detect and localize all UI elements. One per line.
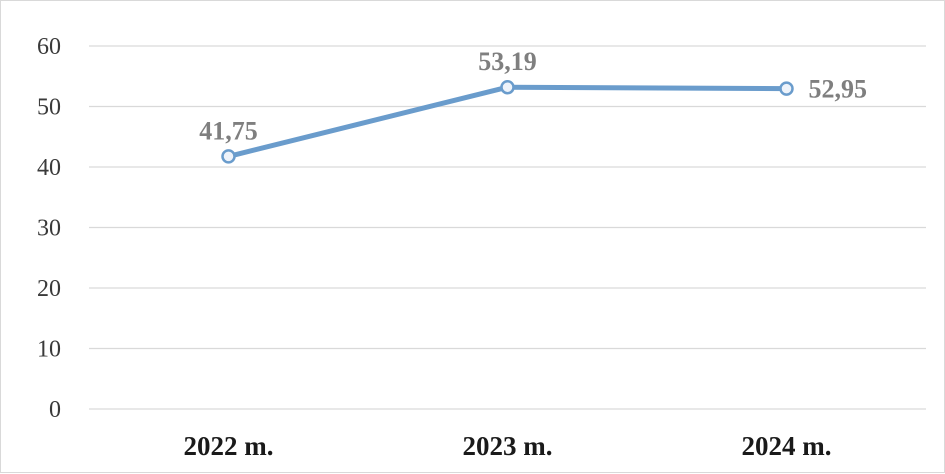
y-tick-label: 30 <box>37 216 61 242</box>
y-axis-ticks: 0 10 20 30 40 50 60 <box>37 34 61 423</box>
y-tick-label: 60 <box>37 34 61 60</box>
y-tick-label: 10 <box>37 337 61 363</box>
y-tick-label: 40 <box>37 155 61 181</box>
data-point <box>221 149 236 164</box>
data-point <box>500 79 515 95</box>
x-tick-label: 2023 m. <box>463 431 553 461</box>
series <box>221 79 794 164</box>
gridlines <box>89 45 926 410</box>
data-point <box>779 81 794 96</box>
y-tick-label: 0 <box>49 397 61 423</box>
x-tick-label: 2024 m. <box>742 431 832 461</box>
x-axis-ticks: 2022 m. 2023 m. 2024 m. <box>184 431 832 461</box>
data-label: 53,19 <box>478 47 537 76</box>
data-label: 52,95 <box>809 75 868 104</box>
y-tick-label: 50 <box>37 95 61 121</box>
y-tick-label: 20 <box>37 276 61 302</box>
data-label: 41,75 <box>199 116 258 145</box>
x-tick-label: 2022 m. <box>184 431 274 461</box>
series-line <box>226 84 789 159</box>
data-labels: 41,75 53,19 52,95 <box>199 47 867 145</box>
